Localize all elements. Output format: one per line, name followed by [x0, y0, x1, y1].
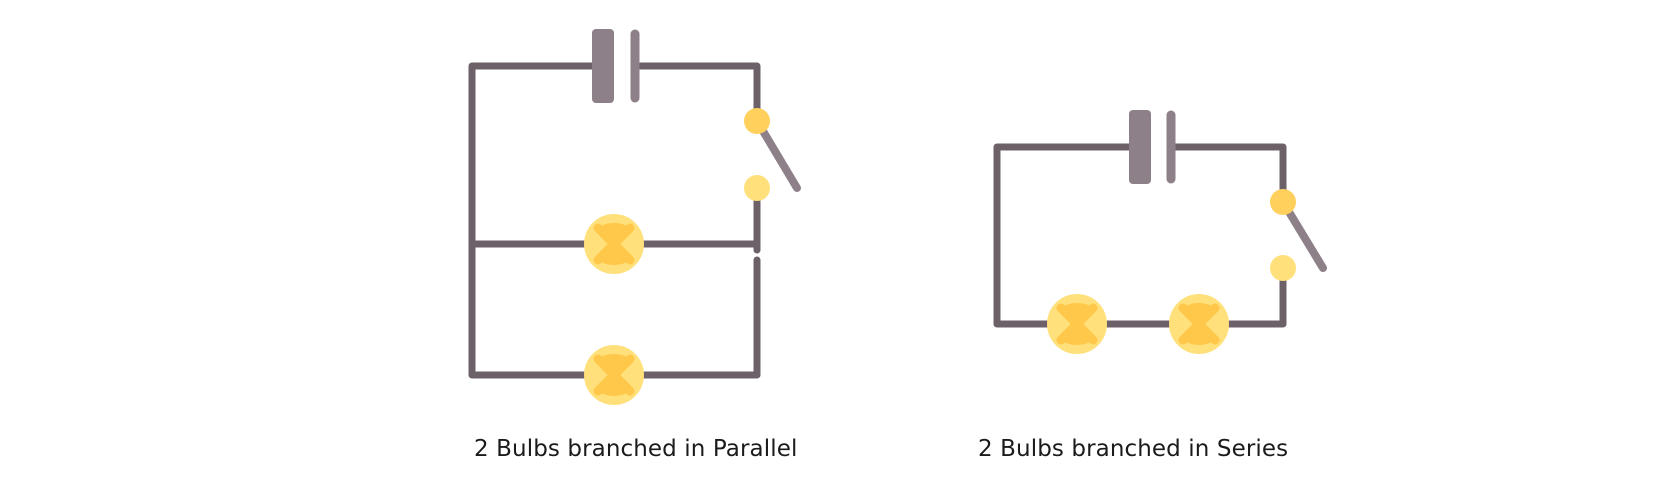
- series-circuit: [993, 110, 1327, 354]
- light-bulb-icon: [1169, 294, 1229, 354]
- battery-icon: [592, 29, 640, 103]
- battery-icon: [1129, 110, 1176, 184]
- switch-icon: [1270, 189, 1327, 281]
- light-bulb-icon: [1047, 294, 1107, 354]
- parallel-circuit: [468, 29, 801, 405]
- series-caption: 2 Bulbs branched in Series: [978, 436, 1289, 462]
- switch-icon: [744, 108, 801, 201]
- light-bulb-icon: [584, 214, 644, 274]
- parallel-caption: 2 Bulbs branched in Parallel: [474, 436, 798, 462]
- series-wires: [993, 143, 1287, 328]
- light-bulb-icon: [584, 345, 644, 405]
